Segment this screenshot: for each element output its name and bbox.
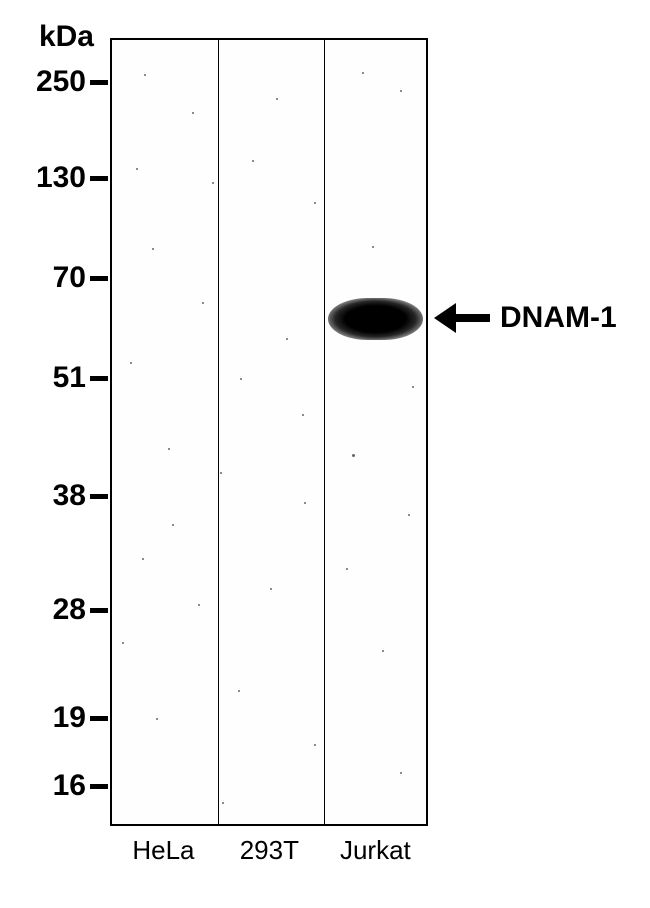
speck <box>168 448 170 450</box>
ladder-mark: 51 <box>0 361 108 395</box>
speck <box>130 362 132 364</box>
lane-label-2: Jurkat <box>322 830 428 870</box>
lane-label-0: HeLa <box>110 830 216 870</box>
speck <box>156 718 158 720</box>
ladder-value: 51 <box>0 361 90 395</box>
speck <box>346 568 348 570</box>
ladder-mark: 16 <box>0 769 108 803</box>
ladder-tick <box>90 376 108 381</box>
ladder-tick <box>90 276 108 281</box>
speck <box>144 74 146 76</box>
speck <box>122 642 124 644</box>
axis-unit-label: kDa <box>8 20 94 54</box>
speck <box>240 378 242 380</box>
ladder-tick <box>90 80 108 85</box>
speck <box>222 802 224 804</box>
speck <box>400 90 402 92</box>
speck <box>198 604 200 606</box>
ladder-tick <box>90 494 108 499</box>
ladder-mark: 28 <box>0 593 108 627</box>
speck <box>352 454 355 457</box>
speck <box>192 112 194 114</box>
speck <box>252 160 254 162</box>
figure-container: kDa 250130705138281916 HeLa 293T Jurkat … <box>0 0 650 908</box>
lane-divider-1 <box>218 40 219 824</box>
speck <box>372 246 374 248</box>
speck <box>362 72 364 74</box>
ladder-mark: 70 <box>0 261 108 295</box>
ladder-tick <box>90 784 108 789</box>
ladder-mark: 19 <box>0 701 108 735</box>
ladder-value: 28 <box>0 593 90 627</box>
ladder-value: 19 <box>0 701 90 735</box>
blot-membrane <box>110 38 428 826</box>
ladder-tick <box>90 608 108 613</box>
ladder-mark: 130 <box>0 161 108 195</box>
speck <box>400 772 402 774</box>
speck <box>220 472 222 474</box>
target-label: DNAM-1 <box>500 301 617 335</box>
ladder-value: 130 <box>0 161 90 195</box>
lane-labels: HeLa 293T Jurkat <box>110 830 428 870</box>
speck <box>238 690 240 692</box>
speck <box>314 744 316 746</box>
arrow-shaft <box>456 314 490 322</box>
speck <box>304 502 306 504</box>
ladder-value: 250 <box>0 65 90 99</box>
ladder-tick <box>90 716 108 721</box>
ladder-value: 70 <box>0 261 90 295</box>
ladder-mark: 38 <box>0 479 108 513</box>
speck <box>212 182 214 184</box>
arrow-left-icon <box>434 303 456 333</box>
speck <box>286 338 288 340</box>
ladder-value: 16 <box>0 769 90 803</box>
speck <box>136 168 138 170</box>
speck <box>408 514 410 516</box>
ladder-tick <box>90 176 108 181</box>
lane-label-1: 293T <box>216 830 322 870</box>
speck <box>202 302 204 304</box>
speck <box>152 248 154 250</box>
speck <box>276 98 278 100</box>
speck <box>302 414 304 416</box>
speck <box>412 386 414 388</box>
ladder-value: 38 <box>0 479 90 513</box>
speck <box>142 558 144 560</box>
lane-divider-2 <box>324 40 325 824</box>
ladder-mark: 250 <box>0 65 108 99</box>
speck <box>382 650 384 652</box>
target-annotation: DNAM-1 <box>434 301 617 335</box>
speck <box>314 202 316 204</box>
speck <box>172 524 174 526</box>
protein-band <box>328 298 423 340</box>
speck <box>270 588 272 590</box>
